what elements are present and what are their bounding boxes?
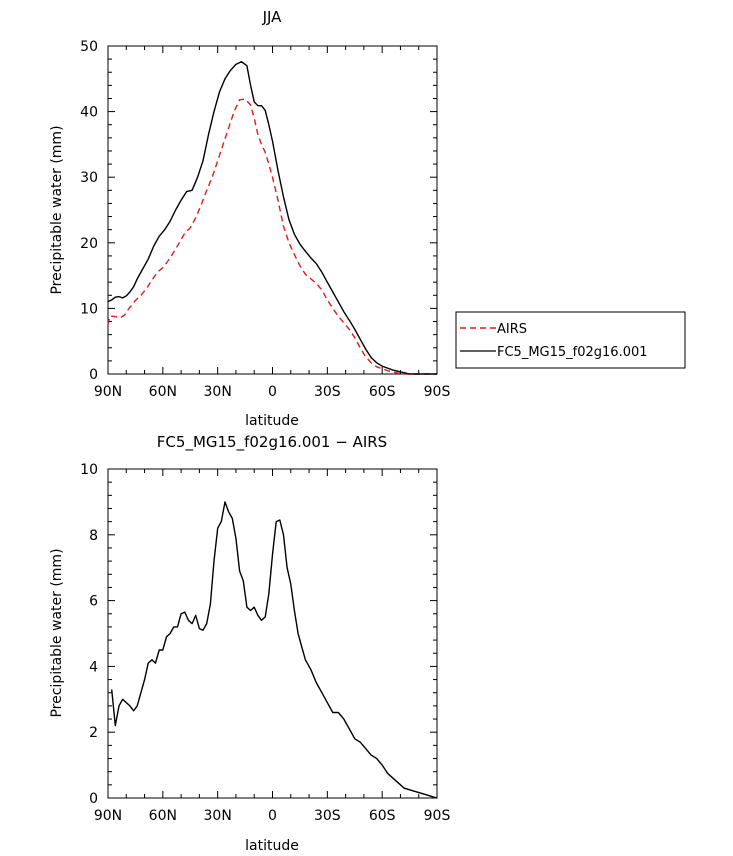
x-tick-label: 30S: [314, 808, 341, 824]
y-tick-label: 40: [80, 105, 98, 121]
y-tick-label: 4: [89, 659, 98, 675]
legend-label-model: FC5_MG15_f02g16.001: [497, 345, 648, 360]
series-lines: [111, 501, 438, 799]
x-tick-label: 60S: [369, 384, 396, 400]
y-axis-label: Precipitable water (mm): [49, 125, 65, 294]
y-tick-label: 2: [89, 725, 98, 741]
plot-frame: [107, 45, 438, 375]
x-tick-label: 90N: [94, 808, 122, 824]
x-axis-label: latitude: [245, 413, 299, 429]
y-tick-label: 20: [80, 236, 98, 252]
chart-title: JJA: [262, 8, 283, 26]
legend-box: [455, 311, 686, 369]
x-tick-label: 0: [268, 808, 277, 824]
panel-jja: JJA 90N 60N 30N 0 30S 60S 90S 0 10 20 30 40 50 latit…: [49, 8, 450, 429]
chart-title: FC5_MG15_f02g16.001 − AIRS: [157, 433, 387, 452]
legend: AIRS FC5_MG15_f02g16.001: [455, 311, 686, 369]
y-tick-label: 10: [80, 462, 98, 478]
y-tick-label: 30: [80, 170, 98, 186]
x-tick-label: 30N: [204, 808, 232, 824]
x-tick-label: 90S: [424, 808, 451, 824]
series-line-airs: [107, 98, 437, 375]
panel-difference: FC5_MG15_f02g16.001 − AIRS 90N 60N 30N 0 30S…: [49, 433, 450, 854]
series-lines: [107, 61, 437, 375]
x-tick-label: 30N: [204, 384, 232, 400]
axis-ticks: 90N 60N 30N 0 30S 60S 90S 0 10 20 30 40 50: [80, 39, 450, 400]
legend-label-airs: AIRS: [497, 322, 527, 337]
x-tick-label: 60S: [369, 808, 396, 824]
y-tick-label: 8: [89, 528, 98, 544]
y-axis-label: Precipitable water (mm): [49, 548, 65, 717]
axis-ticks: 90N 60N 30N 0 30S 60S 90S 0 2 4 6 8 10: [80, 462, 450, 824]
plot-frame: [107, 468, 438, 799]
x-tick-label: 90N: [94, 384, 122, 400]
series-line-fc5-mg15-f02g16-001: [107, 61, 437, 375]
x-tick-label: 0: [268, 384, 277, 400]
y-tick-label: 10: [80, 301, 98, 317]
x-axis-label: latitude: [245, 838, 299, 854]
y-tick-label: 6: [89, 594, 98, 610]
y-tick-label: 0: [89, 367, 98, 383]
series-line-difference: [111, 501, 438, 799]
x-tick-label: 60N: [149, 808, 177, 824]
x-tick-label: 90S: [424, 384, 451, 400]
y-tick-label: 50: [80, 39, 98, 55]
x-tick-label: 60N: [149, 384, 177, 400]
x-tick-label: 30S: [314, 384, 341, 400]
y-tick-label: 0: [89, 791, 98, 807]
